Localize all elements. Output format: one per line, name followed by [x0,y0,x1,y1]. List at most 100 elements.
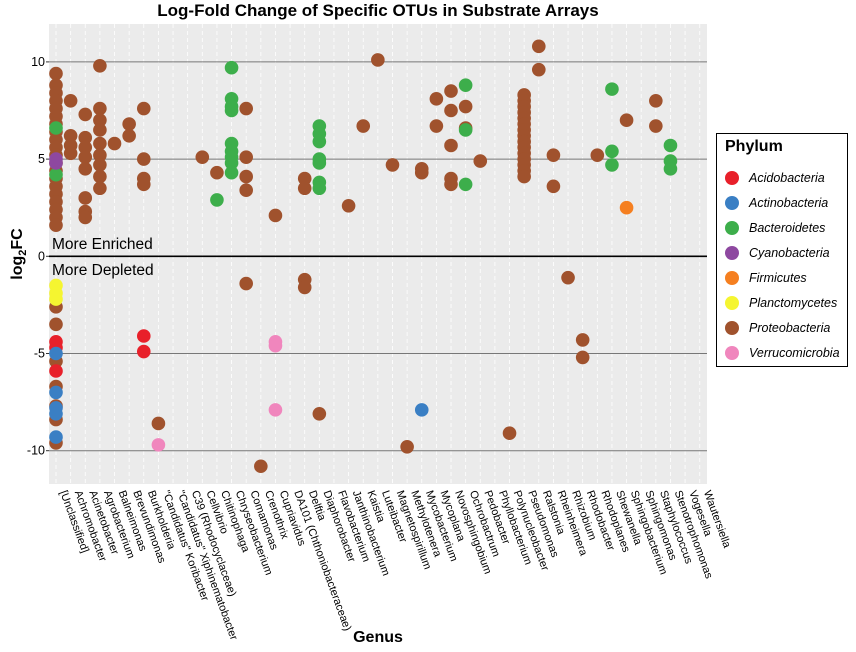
legend-swatch [725,171,739,185]
data-point [444,84,458,98]
data-point [458,123,473,137]
y-tick-label: -5 [34,347,45,361]
data-point [268,403,283,417]
data-point [268,208,283,223]
data-point [605,82,619,96]
legend-title: Phylum [725,138,783,155]
data-point [297,171,312,186]
data-point [619,113,634,128]
legend-label: Verrucomicrobia [749,346,840,360]
data-point [239,183,253,198]
data-point [93,158,107,172]
data-point [239,169,253,184]
data-point [78,140,93,155]
data-point [93,169,107,184]
data-point [49,66,63,81]
data-point [531,39,546,54]
data-point [546,148,561,163]
legend-swatch [725,296,739,310]
data-point [49,121,63,135]
data-point [107,136,122,151]
data-point [312,134,327,149]
data-point [458,99,473,114]
legend-swatch [725,196,739,210]
data-point [122,128,136,143]
y-tick-label: 5 [38,152,45,166]
data-point [605,158,619,172]
data-point [49,430,63,444]
legend-item: Cyanobacteria [725,243,830,263]
legend-item: Verrucomicrobia [725,343,840,363]
data-point [122,117,136,131]
data-point [444,177,458,192]
legend-item: Bacteroidetes [725,218,825,238]
data-point [93,181,107,196]
data-point [268,338,283,353]
data-point [458,177,473,192]
data-point [49,385,63,400]
data-point [414,403,429,417]
y-axis-ticks: 10 5 0 -5 -10 [27,55,49,458]
data-point [63,128,78,143]
data-point [136,152,151,166]
data-point [49,218,63,232]
legend-item: Actinobacteria [725,193,828,213]
data-point [575,350,590,365]
legend-label: Planctomycetes [749,296,838,310]
y-axis-title-log: log [9,256,26,280]
data-point [649,93,663,108]
data-point [546,179,561,194]
data-point [136,329,151,343]
data-point [312,156,327,170]
data-point [210,193,224,207]
data-point [649,119,663,133]
data-point [136,344,151,359]
data-points [49,39,678,474]
y-tick-label: 10 [31,55,45,69]
data-point [224,60,239,75]
legend-label: Actinobacteria [749,196,829,210]
data-point [605,144,619,159]
plot-area [49,24,707,484]
data-point [195,150,210,164]
legend-swatch [725,346,739,360]
legend-swatch [725,321,739,335]
data-point [239,150,253,164]
data-point [297,181,312,196]
data-point [49,317,63,332]
data-point [224,103,239,118]
data-point [151,416,166,431]
data-point [78,162,93,176]
data-point [93,113,107,128]
legend: Phylum Acidobacteria Actinobacteria Bacter… [716,133,848,367]
data-point [663,162,678,176]
y-axis-title-base: 2 [17,250,29,256]
data-point [575,333,590,347]
data-point [458,78,473,93]
data-point [297,280,312,295]
data-point [517,169,531,184]
legend-swatch [725,221,739,235]
data-point [93,136,107,151]
data-point [254,459,268,474]
data-point [93,148,107,163]
x-axis-title: Genus [353,629,403,646]
data-point [239,276,253,291]
data-point [49,406,63,421]
legend-label: Bacteroidetes [749,221,826,235]
data-point [78,150,93,164]
y-axis-title-fc: FC [9,228,26,250]
data-point [444,138,458,153]
legend-item: Firmicutes [725,268,807,288]
data-point [210,165,224,180]
data-point [473,154,488,168]
legend-label: Acidobacteria [749,171,825,185]
annotation-more-depleted: More Depleted [52,262,154,279]
legend-swatch [725,246,739,260]
data-point [49,346,63,361]
data-point [341,198,356,213]
data-point [49,156,63,170]
legend-swatch [725,271,739,285]
x-axis-ticks: [Unclassified]AchromobacterAcinetobacter… [57,489,733,642]
